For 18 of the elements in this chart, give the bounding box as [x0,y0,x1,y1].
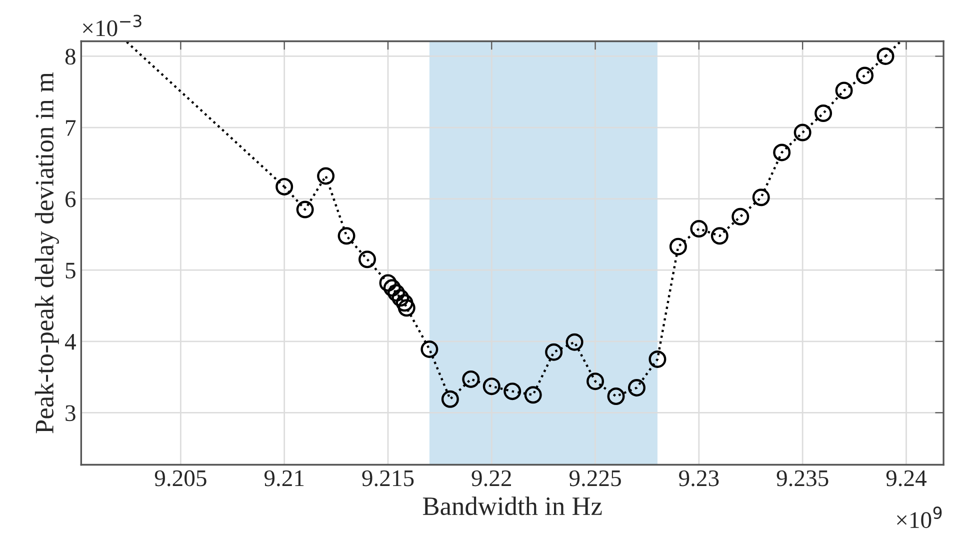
x-tick-label: 9.21 [264,470,304,486]
x-tick-label: 9.22 [472,470,511,486]
text: ×10$^{−3}$ [83,14,142,36]
y-tick-label: 8 [65,48,76,65]
y-axis-title: Peak-to-peak delay deviation in m [34,72,59,434]
y-tick-label: 4 [64,334,76,350]
x-tick-label: 9.225 [569,470,621,486]
x-tick-label: 9.215 [362,470,414,486]
y-tick-label: 5 [66,262,76,279]
text: ×10$^{9}$ [897,506,942,528]
x-tick-label: 9.205 [154,470,206,486]
x-tick-label: 9.24 [886,470,927,486]
y-tick-label: 6 [66,191,76,208]
x-tick-label: 9.23 [679,470,719,486]
y-tick-label: 7 [66,120,76,136]
x-axis-title: Bandwidth in Hz [422,496,602,516]
x-tick-label: 9.235 [776,470,828,486]
y-tick-label: 3 [66,405,76,422]
